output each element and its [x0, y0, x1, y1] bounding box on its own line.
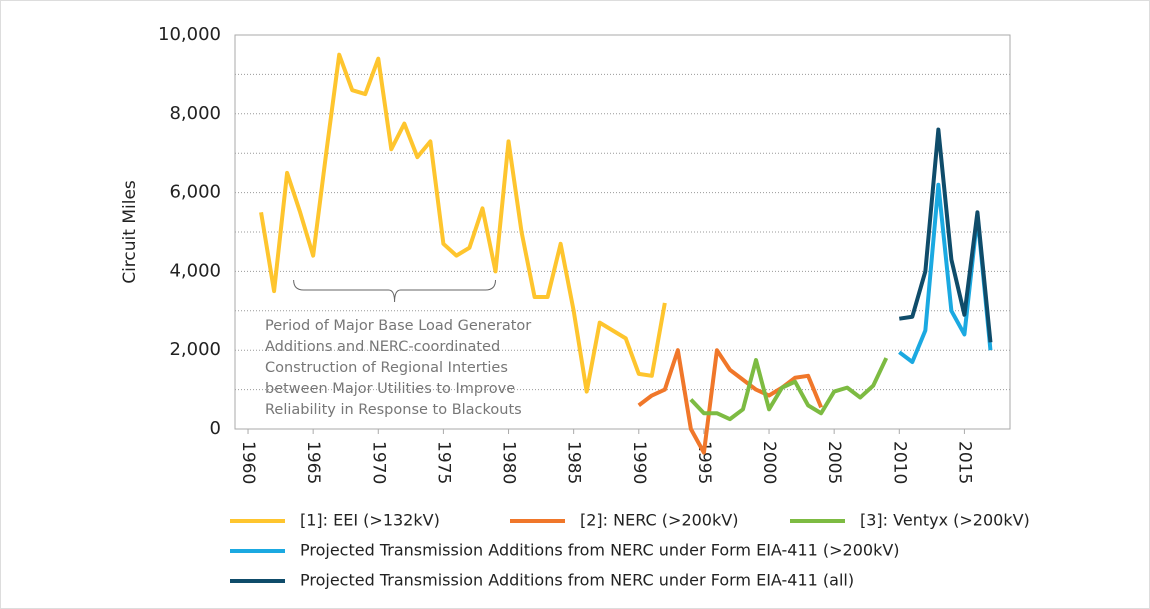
x-tick-label: 2005 [824, 441, 844, 484]
y-axis-label: Circuit Miles [120, 180, 140, 284]
series-line [637, 348, 823, 455]
series-line [259, 52, 667, 394]
x-tick-label: 1970 [368, 441, 388, 484]
plot-frame [234, 34, 1011, 430]
y-tick-label: 0 [210, 418, 221, 439]
x-tick-label: 1960 [238, 441, 258, 484]
y-tick-label: 2,000 [169, 339, 221, 360]
legend-label: Projected Transmission Additions from NE… [300, 541, 900, 560]
y-tick-label: 4,000 [169, 260, 221, 281]
y-tick-label: 6,000 [169, 182, 221, 203]
y-tick-label: 10,000 [158, 24, 221, 45]
annotation-text: Additions and NERC-coordinated [265, 339, 500, 355]
legend-label: Projected Transmission Additions from NE… [300, 571, 854, 590]
x-tick-label: 2010 [889, 441, 909, 484]
x-tick-label: 1995 [694, 441, 714, 484]
annotation-brace [293, 279, 497, 303]
legend-label: [1]: EEI (>132kV) [300, 511, 440, 530]
legend-label: [3]: Ventyx (>200kV) [860, 511, 1030, 530]
series-line [898, 127, 993, 343]
x-tick-label: 1980 [499, 441, 519, 484]
annotation-text: between Major Utilities to Improve [265, 381, 515, 397]
series-line [689, 357, 889, 422]
legend-label: [2]: NERC (>200kV) [580, 511, 738, 530]
x-tick-label: 1990 [629, 441, 649, 484]
y-tick-label: 8,000 [169, 103, 221, 124]
x-tick-label: 1985 [564, 441, 584, 484]
annotation-text: Reliability in Response to Blackouts [265, 402, 522, 418]
annotation-text: Period of Major Base Load Generator [265, 318, 531, 334]
annotation-text: Construction of Regional Interties [265, 360, 508, 376]
x-tick-label: 2015 [954, 441, 974, 484]
x-tick-label: 1965 [303, 441, 323, 484]
x-tick-label: 2000 [759, 441, 779, 484]
x-tick-label: 1975 [433, 441, 453, 484]
